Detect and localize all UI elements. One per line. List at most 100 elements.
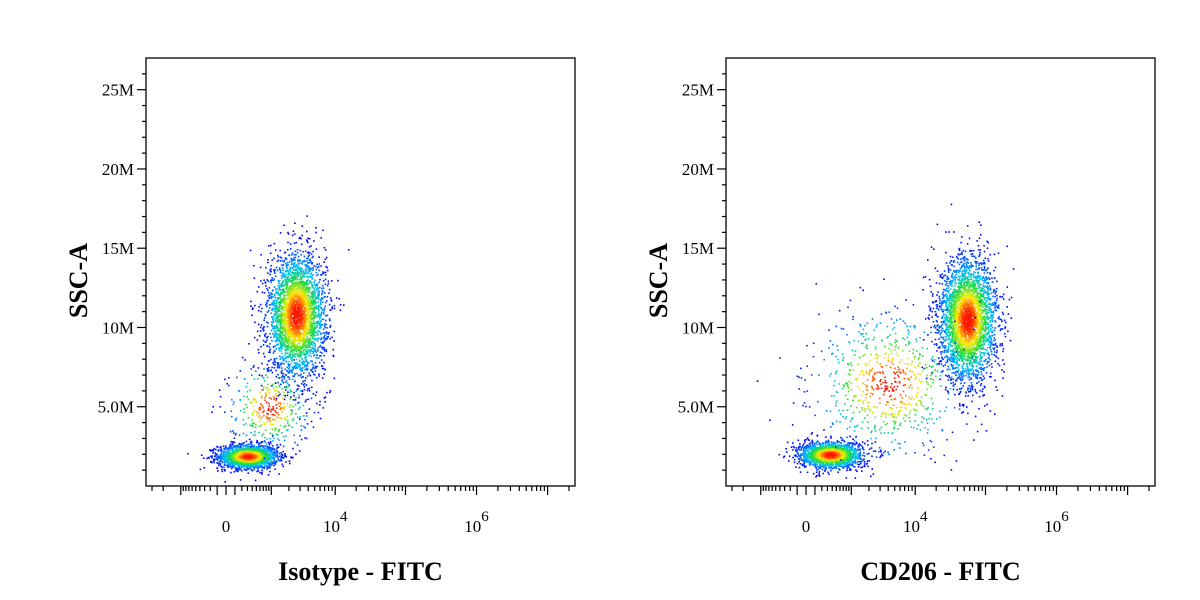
data-point [232, 448, 235, 451]
data-point [283, 274, 285, 276]
data-point [263, 466, 265, 469]
data-point [254, 458, 256, 461]
data-point [271, 464, 273, 466]
data-point [333, 307, 336, 310]
data-point [299, 305, 301, 307]
data-point [252, 452, 254, 455]
data-point [287, 338, 289, 341]
data-point [239, 465, 241, 467]
data-point [300, 338, 302, 340]
data-point [295, 254, 297, 256]
data-point [299, 249, 302, 252]
data-point [320, 302, 322, 304]
data-point [212, 450, 215, 452]
data-point [292, 306, 294, 308]
data-point [292, 280, 294, 282]
data-point [223, 448, 226, 451]
data-point [242, 459, 244, 462]
data-point [284, 340, 287, 342]
data-point [249, 449, 252, 452]
data-point [249, 466, 252, 468]
data-point [249, 456, 251, 459]
data-point [235, 457, 238, 460]
data-point [309, 280, 311, 282]
data-point [277, 321, 279, 324]
data-point [282, 269, 284, 272]
data-point [224, 449, 227, 451]
data-point [232, 466, 234, 468]
data-point [284, 354, 286, 356]
data-point [226, 462, 229, 465]
data-point [326, 284, 329, 287]
data-point [298, 385, 300, 387]
data-point [209, 449, 211, 451]
data-point [281, 362, 284, 364]
data-point [285, 265, 287, 267]
data-point [316, 376, 318, 379]
data-point [254, 460, 257, 463]
data-point [261, 291, 264, 294]
data-point [273, 464, 275, 467]
data-point [304, 337, 306, 340]
data-point [292, 230, 295, 233]
data-point [292, 447, 294, 450]
data-point [261, 445, 264, 447]
data-point [266, 325, 269, 328]
data-point [304, 354, 306, 356]
data-point [305, 352, 308, 354]
data-point [235, 466, 237, 469]
data-point [214, 452, 216, 454]
data-point [270, 358, 272, 361]
data-point [250, 464, 253, 467]
data-point [282, 342, 284, 344]
data-point [265, 301, 268, 304]
data-point [248, 445, 251, 448]
data-point [319, 404, 321, 406]
data-point [227, 447, 229, 450]
data-point [282, 263, 285, 266]
data-point [250, 455, 252, 457]
data-point [320, 303, 322, 306]
data-point [303, 298, 305, 300]
data-point [236, 453, 239, 455]
data-point [320, 299, 322, 301]
data-point [310, 281, 313, 284]
data-point [265, 341, 267, 343]
data-point [305, 367, 308, 369]
data-point [238, 463, 240, 466]
data-point [287, 287, 289, 289]
data-point [233, 471, 236, 473]
data-point [264, 463, 267, 465]
data-point [260, 445, 262, 448]
data-point [253, 460, 256, 463]
data-point [298, 291, 300, 293]
data-point [268, 453, 270, 456]
data-point [236, 455, 238, 458]
data-point [267, 322, 269, 324]
data-point [338, 298, 341, 300]
data-point [289, 319, 291, 322]
data-point [322, 284, 324, 287]
data-point [237, 445, 240, 447]
data-point [292, 263, 294, 265]
data-point [276, 362, 279, 364]
data-point [234, 445, 236, 447]
data-point [270, 336, 272, 339]
data-point [284, 455, 286, 457]
data-point [304, 379, 306, 382]
data-point [306, 230, 308, 233]
data-point [296, 339, 299, 342]
data-point [321, 367, 324, 370]
data-point [294, 345, 297, 347]
data-point [282, 326, 285, 329]
data-point [238, 453, 240, 455]
data-point [255, 455, 258, 457]
data-point [286, 269, 289, 271]
data-point [221, 470, 224, 473]
data-point [301, 289, 303, 291]
data-point [324, 339, 327, 341]
data-point [298, 274, 300, 277]
data-point [293, 375, 295, 378]
data-point [306, 296, 308, 298]
data-point [292, 349, 294, 351]
